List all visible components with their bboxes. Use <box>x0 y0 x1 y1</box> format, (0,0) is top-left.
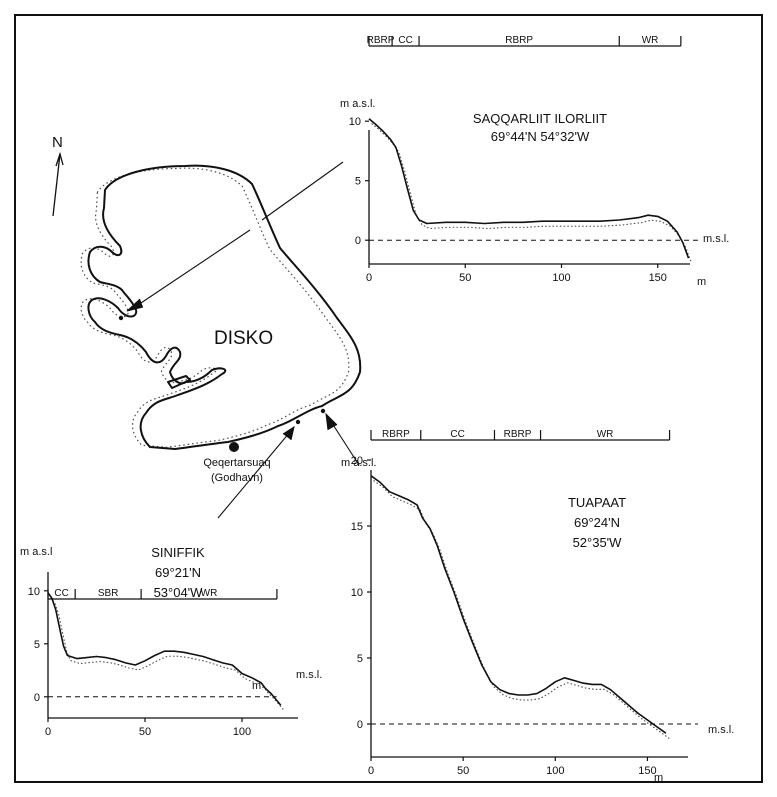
zone-label: RBRP <box>505 35 533 46</box>
north-arrow-icon <box>52 151 64 217</box>
profile-shading <box>373 480 670 739</box>
y-tick-label: 0 <box>357 719 363 731</box>
zone-label: RBRP <box>504 429 532 440</box>
y-tick-label: 10 <box>351 587 363 599</box>
zone-label: WR <box>201 588 218 599</box>
profile-title: TUAPAAT <box>568 495 626 510</box>
disko-coastline <box>87 164 362 450</box>
zone-label: WR <box>597 429 614 440</box>
profile-siniffik: SINIFFIK 69°21'N 53°04'W m a.s.l m m.s.l… <box>20 545 322 738</box>
town-marker <box>229 442 239 452</box>
x-tick-label: 50 <box>139 726 151 738</box>
profile-title: SINIFFIK <box>151 545 205 560</box>
y-tick-label: 15 <box>351 521 363 533</box>
leader-saqqarliit <box>126 161 344 312</box>
profile-shading <box>50 597 285 711</box>
zone-label: CC <box>54 588 68 599</box>
x-tick-label: 0 <box>368 765 374 777</box>
island-label: DISKO <box>214 328 273 349</box>
town-alt-name: (Godhavn) <box>211 472 263 484</box>
msl-label: m.s.l. <box>296 669 322 681</box>
y-tick-label: 10 <box>349 116 361 128</box>
site-marker-siniffik <box>295 419 301 425</box>
site-marker-tuapaat <box>320 408 326 414</box>
x-tick-label: 100 <box>552 272 570 284</box>
y-tick-label: 20 <box>351 455 363 467</box>
leader-tuapaat <box>325 412 360 466</box>
x-tick-label: 100 <box>233 726 251 738</box>
profile-coords-lon: 52°35'W <box>573 535 623 550</box>
msl-label: m.s.l. <box>708 724 734 736</box>
y-tick-label: 0 <box>34 692 40 704</box>
x-axis-unit: m <box>252 680 261 692</box>
y-tick-label: 5 <box>34 639 40 651</box>
profile-coords-lat: 69°21'N <box>155 565 201 580</box>
x-axis-unit: m <box>697 276 706 288</box>
profile-saqqarliit: SAQQARLIIT ILORLIIT 69°44'N 54°32'W m a.… <box>340 35 729 288</box>
profile-shading <box>371 123 693 264</box>
north-label: N <box>52 134 63 151</box>
profile-title: SAQQARLIIT ILORLIIT <box>473 111 607 126</box>
y-axis-label: m a.s.l. <box>340 98 375 110</box>
x-tick-label: 0 <box>45 726 51 738</box>
islet <box>167 375 191 389</box>
profile-line <box>47 592 282 706</box>
profile-coords-lat: 69°24'N <box>574 515 620 530</box>
profile-line <box>368 118 690 259</box>
x-tick-label: 50 <box>457 765 469 777</box>
map: N DISKO Qeqertarsuaq (Godhavn) <box>52 134 362 519</box>
profile-line <box>370 475 667 734</box>
site-marker-saqqarliit <box>118 315 124 321</box>
y-tick-label: 5 <box>357 653 363 665</box>
coastline-shading <box>80 167 350 448</box>
zone-label: RBRP <box>382 429 410 440</box>
y-tick-label: 10 <box>28 586 40 598</box>
profile-coords-lon: 53°04'W <box>154 585 204 600</box>
profile-tuapaat: TUAPAAT 69°24'N 52°35'W m a.s.l. m m.s.l… <box>341 429 734 784</box>
zone-label: RBRP <box>367 35 395 46</box>
zone-label: CC <box>398 35 412 46</box>
x-tick-label: 150 <box>649 272 667 284</box>
x-tick-label: 100 <box>546 765 564 777</box>
zone-label: SBR <box>98 588 119 599</box>
leader-siniffik <box>217 425 295 519</box>
town-name: Qeqertarsuaq <box>203 457 270 469</box>
x-tick-label: 50 <box>459 272 471 284</box>
x-axis-unit: m <box>654 772 663 784</box>
zone-label: WR <box>642 35 659 46</box>
y-axis-label: m a.s.l <box>20 546 52 558</box>
msl-label: m.s.l. <box>703 233 729 245</box>
figure-frame <box>14 14 763 783</box>
y-tick-label: 0 <box>355 235 361 247</box>
x-tick-label: 150 <box>638 765 656 777</box>
profile-coords: 69°44'N 54°32'W <box>491 129 590 144</box>
zone-label: CC <box>450 429 464 440</box>
x-tick-label: 0 <box>366 272 372 284</box>
y-tick-label: 5 <box>355 176 361 188</box>
